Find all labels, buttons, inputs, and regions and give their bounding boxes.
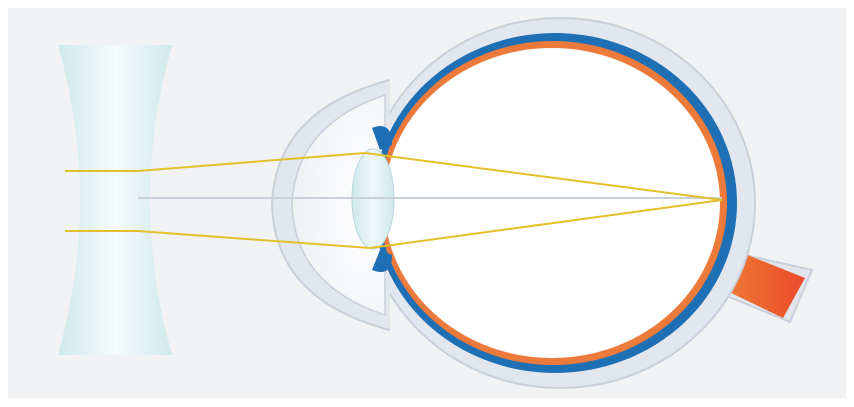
vitreous xyxy=(384,48,720,358)
light-ray xyxy=(65,151,723,201)
iris-top xyxy=(372,126,392,150)
concave-lens xyxy=(58,45,172,355)
cornea xyxy=(291,93,386,317)
light-ray xyxy=(65,199,723,250)
iris-bottom xyxy=(372,250,392,273)
